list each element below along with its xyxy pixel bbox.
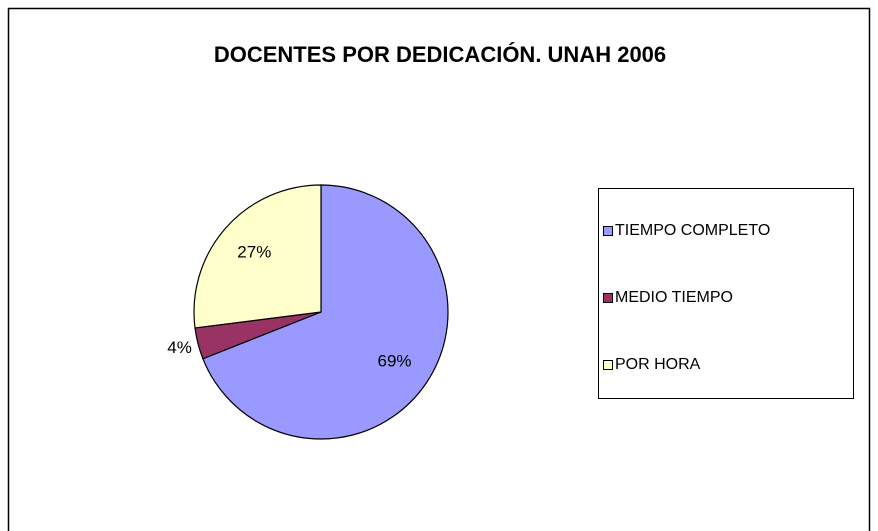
legend-swatch <box>603 360 613 370</box>
data-label: 4% <box>167 338 192 357</box>
legend-box <box>598 188 854 399</box>
legend-label: TIEMPO COMPLETO <box>615 222 770 239</box>
pie-slice <box>202 184 449 440</box>
legend-swatch <box>603 293 613 303</box>
legend-swatch <box>603 226 613 236</box>
legend-label: MEDIO TIEMPO <box>615 289 733 306</box>
pie-slice <box>193 184 322 329</box>
data-label: 69% <box>378 351 412 370</box>
legend-label: POR HORA <box>615 356 701 373</box>
data-label: 27% <box>237 243 271 262</box>
chart-title: DOCENTES POR DEDICACIÓN. UNAH 2006 <box>214 42 666 67</box>
